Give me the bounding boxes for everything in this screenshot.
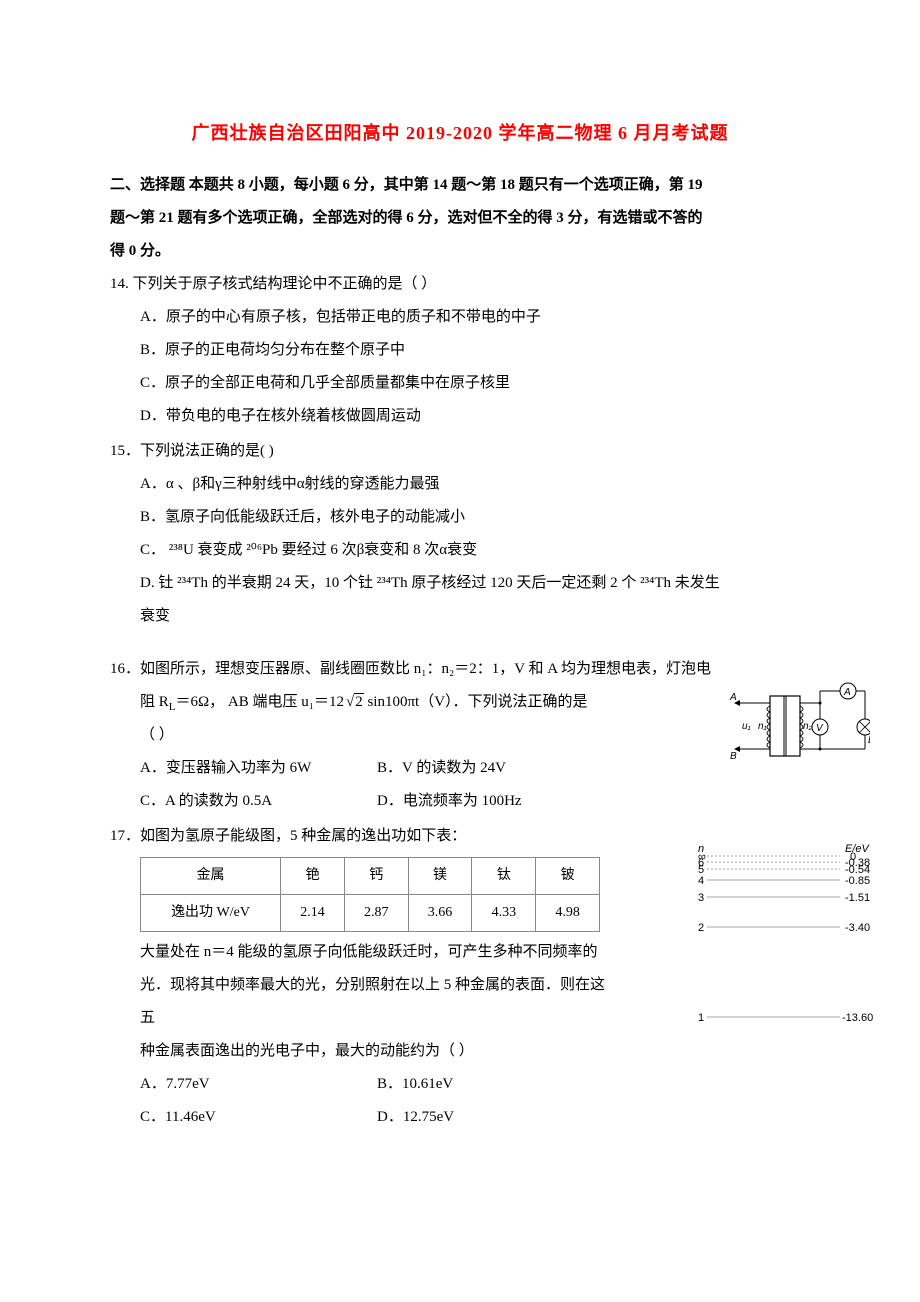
- q16-stem-2: 阻 RL＝6Ω， AB 端电压 u₁＝12 2 sin100πt（V）．下列说法正…: [110, 686, 614, 719]
- question-15: 15．下列说法正确的是( ) A．α 、β和γ三种射线中α射线的穿透能力最强 B…: [110, 435, 810, 633]
- energy-e-151: -1.51: [845, 892, 870, 904]
- energy-n-2: 2: [698, 922, 704, 934]
- q15-option-d-2: 衰变: [140, 600, 810, 633]
- table-header-row: 金属 铯 钙 镁 钛 铍: [141, 858, 600, 895]
- circuit-n1-label: n₁: [758, 721, 767, 732]
- q16-sqrt: 2: [354, 693, 364, 710]
- metal-work-function-table: 金属 铯 钙 镁 钛 铍 逸出功 W/eV 2.14 2.87 3.66 4.3…: [140, 857, 600, 932]
- q16-stem-1: 16．如图所示，理想变压器原、副线圈匝数比 n₁：n₂＝2：1，V 和 A 均为…: [110, 653, 810, 686]
- circuit-lamp-label: L: [868, 735, 870, 746]
- td-ca: 2.87: [344, 895, 408, 932]
- q14-option-c: C．原子的全部正电荷和几乎全部质量都集中在原子核里: [140, 367, 810, 400]
- page-title: 广西壮族自治区田阳高中 2019-2020 学年高二物理 6 月月考试题: [110, 115, 810, 151]
- circuit-ammeter-label: A: [843, 687, 851, 698]
- q16-stem2-post: sin100πt（V）．下列说法正确的是: [364, 694, 588, 710]
- q15-option-a: A．α 、β和γ三种射线中α射线的穿透能力最强: [140, 468, 810, 501]
- energy-n-3: 3: [698, 892, 704, 904]
- td-be: 4.98: [536, 895, 600, 932]
- q17-body-1: 大量处在 n＝4 能级的氢原子向低能级跃迁时，可产生多种不同频率的: [110, 936, 614, 969]
- energy-e-1360: -13.60: [842, 1012, 873, 1024]
- q15-option-d-1: D. 钍 ²³⁴Th 的半衰期 24 天，10 个钍 ²³⁴Th 原子核经过 1…: [140, 567, 810, 600]
- q16-option-c: C．A 的读数为 0.5A: [140, 785, 377, 818]
- q17-option-d: D．12.75eV: [377, 1101, 614, 1134]
- circuit-u1-label: u₁: [742, 721, 751, 732]
- circuit-a-label: A: [729, 692, 737, 703]
- th-cs: 铯: [281, 858, 345, 895]
- q14-stem: 14. 下列关于原子核式结构理论中不正确的是（ ）: [110, 268, 810, 301]
- section-line-2: 题～第 21 题有多个选项正确，全部选对的得 6 分，选对但不全的得 3 分，有…: [110, 202, 810, 235]
- th-metal: 金属: [141, 858, 281, 895]
- question-16: 16．如图所示，理想变压器原、副线圈匝数比 n₁：n₂＝2：1，V 和 A 均为…: [110, 653, 810, 818]
- q16-option-b: B．V 的读数为 24V: [377, 752, 614, 785]
- q17-body-2: 光．现将其中频率最大的光，分别照射在以上 5 种金属的表面．则在这五: [110, 969, 614, 1035]
- table-row: 逸出功 W/eV 2.14 2.87 3.66 4.33 4.98: [141, 895, 600, 932]
- th-ti: 钛: [472, 858, 536, 895]
- q14-option-d: D．带负电的电子在核外绕着核做圆周运动: [140, 400, 810, 433]
- td-label: 逸出功 W/eV: [141, 895, 281, 932]
- question-14: 14. 下列关于原子核式结构理论中不正确的是（ ） A．原子的中心有原子核，包括…: [110, 268, 810, 433]
- q15-option-c: C． ²³⁸U 衰变成 ²⁰⁶Pb 要经过 6 次β衰变和 8 次α衰变: [140, 534, 810, 567]
- q17-option-a: A．7.77eV: [140, 1068, 377, 1101]
- q16-stem2-pre: 阻 R: [140, 694, 169, 710]
- th-be: 铍: [536, 858, 600, 895]
- energy-n-4: 4: [698, 875, 704, 887]
- q17-option-b: B．10.61eV: [377, 1068, 614, 1101]
- th-mg: 镁: [408, 858, 472, 895]
- q15-stem: 15．下列说法正确的是( ): [110, 435, 810, 468]
- td-mg: 3.66: [408, 895, 472, 932]
- hydrogen-energy-level-diagram: n E/eV ∞ 0 6 -0.38 5 -0.54 4 -0.85 3 -1.…: [690, 842, 875, 1042]
- th-ca: 钙: [344, 858, 408, 895]
- q16-stem2-sub: L: [169, 701, 176, 713]
- q14-option-a: A．原子的中心有原子核，包括带正电的质子和不带电的中子: [140, 301, 810, 334]
- section-line-1: 二、选择题 本题共 8 小题，每小题 6 分，其中第 14 题～第 18 题只有…: [110, 169, 810, 202]
- energy-n-1: 1: [698, 1012, 704, 1024]
- q15-option-b: B．氢原子向低能级跃迁后，核外电子的动能减小: [140, 501, 810, 534]
- circuit-b-label: B: [730, 751, 737, 762]
- q16-stem2-mid: ＝6Ω， AB 端电压 u₁＝12: [176, 694, 344, 710]
- q17-option-c: C．11.46eV: [140, 1101, 377, 1134]
- circuit-n2-label: n₂: [803, 721, 813, 732]
- energy-e-085: -0.85: [845, 875, 870, 887]
- q14-option-b: B．原子的正电荷均匀分布在整个原子中: [140, 334, 810, 367]
- circuit-voltmeter-label: V: [816, 723, 824, 734]
- question-17: 17．如图为氢原子能级图，5 种金属的逸出功如下表： 金属 铯 钙 镁 钛 铍 …: [110, 820, 810, 1134]
- q16-option-d: D．电流频率为 100Hz: [377, 785, 614, 818]
- energy-e-340: -3.40: [845, 922, 870, 934]
- section-line-3: 得 0 分。: [110, 235, 810, 268]
- td-ti: 4.33: [472, 895, 536, 932]
- q16-option-a: A．变压器输入功率为 6W: [140, 752, 377, 785]
- td-cs: 2.14: [281, 895, 345, 932]
- q16-paren: （ ）: [110, 719, 614, 752]
- transformer-circuit-diagram: A B u₁ n₁ n₂ A L V: [720, 681, 870, 781]
- section-header: 二、选择题 本题共 8 小题，每小题 6 分，其中第 14 题～第 18 题只有…: [110, 169, 810, 268]
- q17-body-3: 种金属表面逸出的光电子中，最大的动能约为（ ）: [110, 1035, 614, 1068]
- energy-e-label: E/eV: [845, 843, 871, 855]
